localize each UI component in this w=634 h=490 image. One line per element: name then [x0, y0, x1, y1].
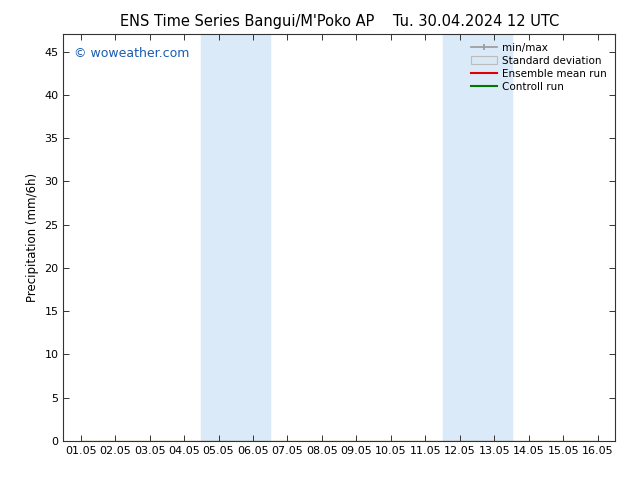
Bar — [202, 34, 270, 441]
Legend: min/max, Standard deviation, Ensemble mean run, Controll run: min/max, Standard deviation, Ensemble me… — [467, 40, 610, 95]
Text: © woweather.com: © woweather.com — [74, 47, 190, 59]
Title: ENS Time Series Bangui/M'Poko AP    Tu. 30.04.2024 12 UTC: ENS Time Series Bangui/M'Poko AP Tu. 30.… — [120, 14, 559, 29]
Bar — [443, 34, 512, 441]
Y-axis label: Precipitation (mm/6h): Precipitation (mm/6h) — [26, 173, 39, 302]
